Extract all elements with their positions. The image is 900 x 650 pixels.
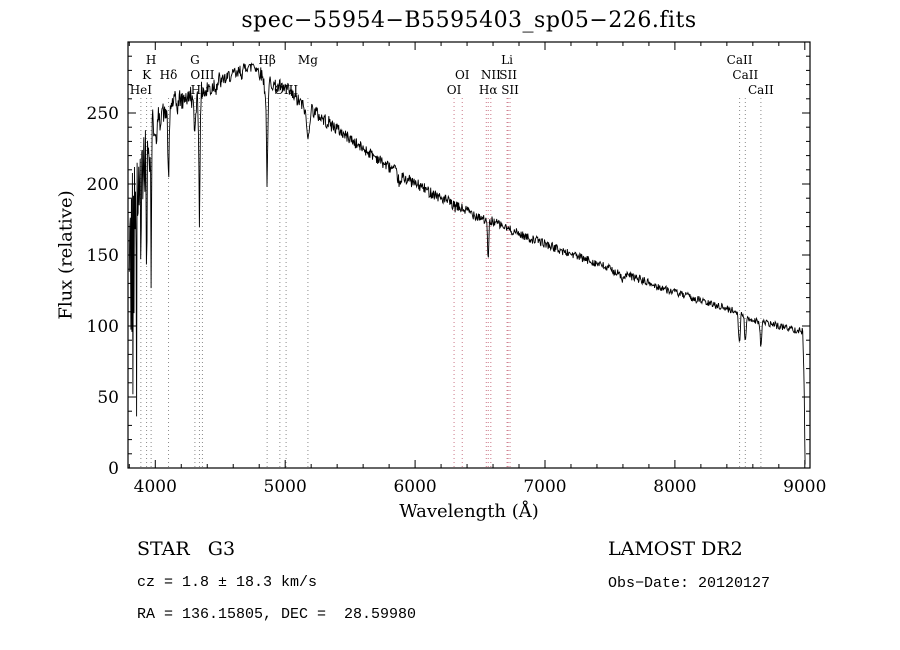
- x-tick-label: 6000: [393, 477, 436, 497]
- object-classification: STAR G3: [137, 538, 236, 560]
- spectral-line-label: SII: [501, 83, 519, 97]
- x-axis-label: Wavelength (Å): [399, 501, 539, 522]
- spectral-line-label: H: [146, 53, 156, 67]
- y-tick-label: 200: [87, 175, 119, 195]
- survey-release-label: LAMOST DR2: [608, 538, 743, 560]
- spectral-line-label: CaII: [732, 68, 758, 82]
- x-tick-label: 9000: [783, 477, 826, 497]
- spectral-line-label: OI: [455, 68, 470, 82]
- y-tick-label: 250: [87, 104, 119, 124]
- spectral-line-label: K: [142, 68, 152, 82]
- spectral-line-label: NII: [481, 68, 501, 82]
- x-tick-label: 8000: [653, 477, 696, 497]
- spectral-line-label: Li: [501, 53, 513, 67]
- spectral-line-label: OI: [447, 83, 462, 97]
- radial-velocity-text: cz = 1.8 ± 18.3 km/s: [137, 574, 318, 591]
- plot-title: spec−55954−B5595403_sp05−226.fits: [241, 8, 697, 33]
- y-tick-label: 150: [87, 246, 119, 266]
- y-tick-label: 100: [87, 317, 119, 337]
- y-axis-label: Flux (relative): [55, 190, 77, 320]
- plot-frame: [127, 41, 811, 469]
- y-tick-label: 50: [97, 388, 119, 408]
- spectral-line-label: G: [190, 53, 200, 67]
- spectral-line-label: Hα: [479, 83, 498, 97]
- spectral-line-label: Hβ: [258, 53, 275, 67]
- obs-date-text: Obs−Date: 20120127: [608, 575, 771, 592]
- spectral-line-label: Mg: [298, 53, 318, 67]
- spectral-line-label: Hγ: [191, 83, 209, 97]
- spectrum-path: [128, 62, 806, 465]
- x-tick-label: 5000: [264, 477, 307, 497]
- spectral-line-label: SII: [499, 68, 517, 82]
- spectral-line-label: HeI: [130, 83, 153, 97]
- spectral-line-label: CaII: [727, 53, 753, 67]
- spectral-line-label: Hδ: [160, 68, 178, 82]
- y-tick-label: 0: [108, 459, 119, 479]
- x-tick-label: 4000: [134, 477, 177, 497]
- spectral-line-label: CaII: [748, 83, 774, 97]
- ra-dec-text: RA = 136.15805, DEC = 28.59980: [137, 606, 417, 623]
- x-tick-label: 7000: [523, 477, 566, 497]
- spectral-line-label: OIII: [190, 68, 214, 82]
